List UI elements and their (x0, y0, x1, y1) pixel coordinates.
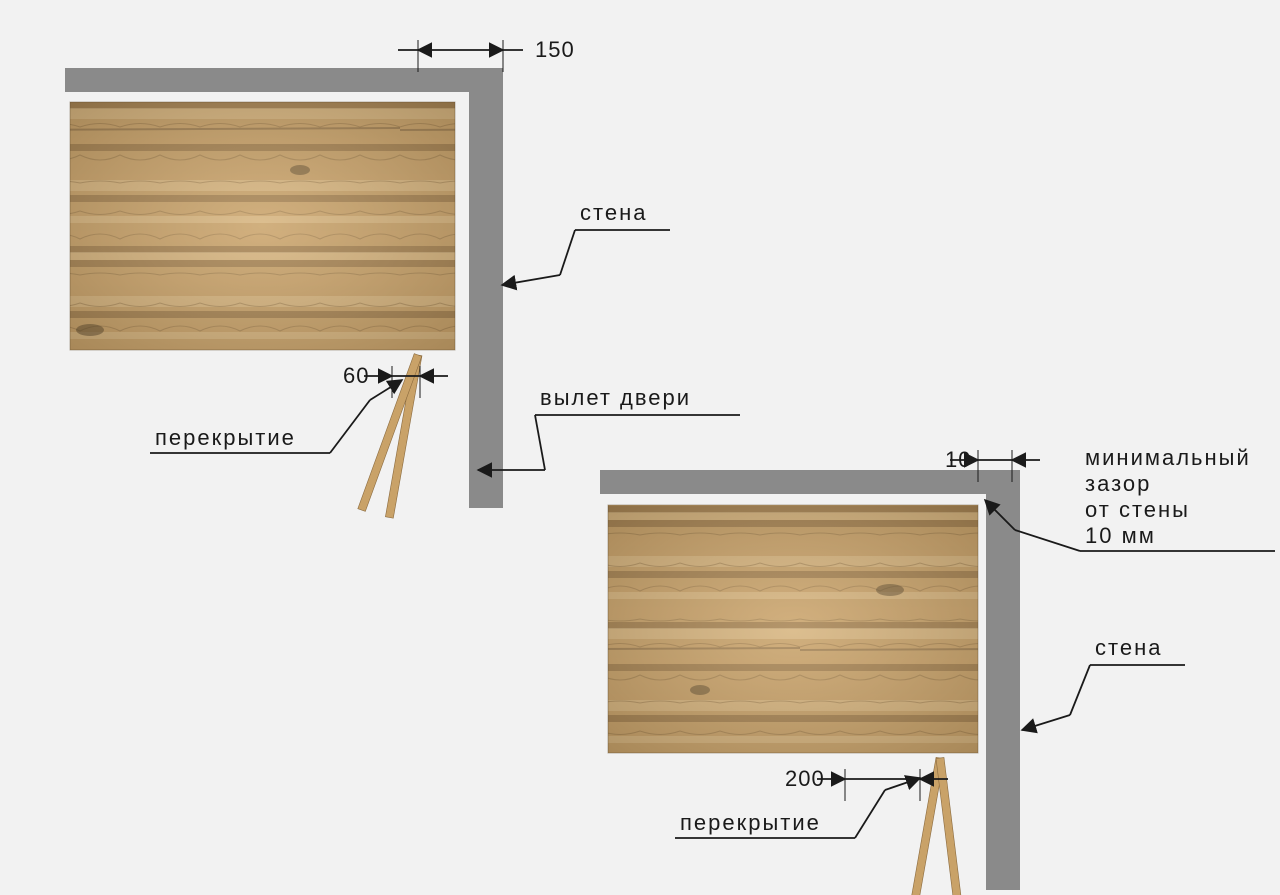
technical-diagram: 150 60 стена вылет двери перекрытие 10 200 мини… (0, 0, 1280, 895)
wall-right (986, 470, 1020, 890)
svg-text:перекрытие: перекрытие (680, 810, 821, 835)
wall-right (469, 68, 503, 508)
svg-text:перекрытие: перекрытие (155, 425, 296, 450)
svg-text:10: 10 (945, 447, 971, 472)
svg-text:150: 150 (535, 37, 575, 62)
svg-text:вылет двери: вылет двери (540, 385, 691, 410)
svg-text:200: 200 (785, 766, 825, 791)
wall-top (65, 68, 503, 92)
svg-text:стена: стена (580, 200, 647, 225)
svg-text:10 мм: 10 мм (1085, 523, 1156, 548)
wall-top (600, 470, 1020, 494)
svg-text:минимальный: минимальный (1085, 445, 1251, 470)
svg-text:60: 60 (343, 363, 369, 388)
svg-text:зазор: зазор (1085, 471, 1151, 496)
svg-text:стена: стена (1095, 635, 1162, 660)
svg-text:от стены: от стены (1085, 497, 1190, 522)
